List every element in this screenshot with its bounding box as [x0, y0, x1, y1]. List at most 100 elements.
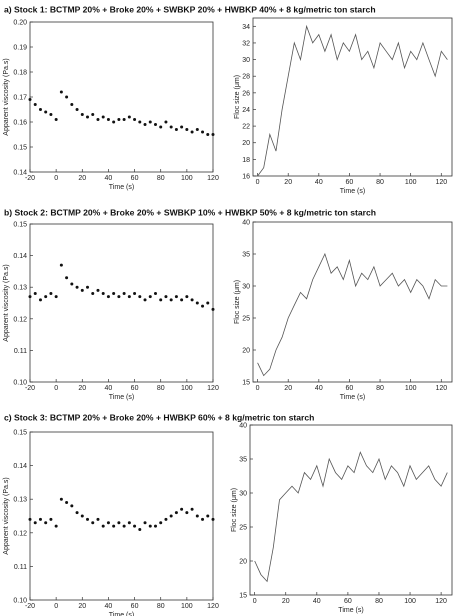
data-point — [185, 295, 189, 299]
y-tick-label: 0.15 — [13, 430, 27, 437]
x-axis-label: Time (s) — [109, 394, 134, 401]
y-tick-label: 20 — [239, 559, 247, 566]
data-point — [80, 288, 84, 292]
y-tick-label: 0.17 — [13, 95, 27, 102]
data-point — [59, 90, 63, 94]
x-tick-label: 20 — [284, 179, 292, 186]
x-tick-label: 100 — [181, 175, 193, 182]
y-tick-label: 15 — [242, 380, 250, 387]
x-tick-label: 60 — [131, 175, 139, 182]
data-point — [49, 113, 53, 116]
data-point — [211, 517, 215, 521]
x-axis-label: Time (s) — [340, 188, 365, 195]
data-point — [70, 282, 74, 286]
x-tick-label: 60 — [344, 598, 352, 605]
data-point — [201, 304, 205, 308]
plot-frame — [29, 431, 214, 601]
x-tick-label: 60 — [131, 385, 139, 392]
y-tick-label: 20 — [242, 348, 250, 355]
y-axis-label: Floc size (μm) — [234, 280, 241, 324]
data-point — [106, 118, 110, 121]
y-tick-label: 25 — [242, 316, 250, 323]
data-point — [127, 295, 131, 299]
y-tick-label: 40 — [239, 423, 247, 430]
x-tick-label: 100 — [181, 603, 193, 610]
plot-frame — [252, 221, 453, 383]
data-point — [112, 120, 116, 124]
y-axis-label: Apparent viscosity (Pa.s) — [3, 58, 10, 135]
data-point — [122, 524, 126, 528]
data-point — [33, 521, 37, 525]
data-point — [106, 521, 110, 525]
data-point — [54, 118, 58, 121]
y-tick-label: 40 — [242, 220, 250, 227]
x-tick-label: 40 — [315, 385, 323, 392]
x-axis-label: Time (s) — [338, 607, 363, 614]
data-point — [159, 298, 163, 302]
data-point — [133, 524, 137, 528]
data-point — [49, 517, 53, 521]
x-axis-label: Time (s) — [340, 394, 365, 401]
x-tick-label: 40 — [105, 175, 113, 182]
chart-title: b) Stock 2: BCTMP 20% + Broke 20% + SWBK… — [4, 207, 376, 217]
data-point — [70, 504, 74, 508]
y-tick-label: 35 — [239, 457, 247, 464]
plot-frame — [29, 21, 214, 173]
x-tick-label: -20 — [25, 385, 35, 392]
data-point — [138, 527, 142, 531]
data-point — [148, 120, 152, 124]
data-point — [180, 298, 184, 302]
y-tick-label: 24 — [242, 107, 250, 114]
data-point — [91, 292, 95, 296]
data-point — [96, 288, 100, 292]
data-point — [206, 133, 210, 136]
data-point — [122, 118, 126, 121]
data-point — [38, 517, 42, 521]
y-tick-label: 20 — [242, 140, 250, 147]
data-point — [38, 108, 42, 111]
x-tick-label: 0 — [54, 385, 58, 392]
y-tick-label: 0.14 — [13, 463, 27, 470]
y-tick-label: 0.18 — [13, 70, 27, 77]
y-tick-label: 30 — [242, 57, 250, 64]
data-point — [138, 295, 142, 299]
data-point — [96, 118, 100, 121]
data-point — [38, 298, 42, 302]
x-tick-label: 20 — [78, 385, 86, 392]
x-tick-label: 80 — [157, 385, 165, 392]
y-tick-label: 0.15 — [13, 145, 27, 152]
y-tick-label: 0.13 — [13, 285, 27, 292]
data-point — [33, 292, 37, 296]
data-point — [75, 285, 79, 289]
data-point — [28, 517, 32, 521]
data-point — [75, 108, 79, 111]
data-point — [211, 307, 215, 311]
plot-frame — [252, 17, 453, 177]
data-point — [159, 125, 163, 129]
data-point — [174, 128, 178, 131]
y-tick-label: 0.10 — [13, 380, 27, 387]
y-tick-label: 0.16 — [13, 120, 27, 127]
y-tick-label: 26 — [242, 90, 250, 97]
y-axis-label: Floc size (μm) — [231, 488, 238, 532]
data-point — [185, 128, 189, 131]
y-tick-label: 0.14 — [13, 253, 27, 260]
x-tick-label: 20 — [284, 385, 292, 392]
data-point — [206, 514, 210, 518]
y-tick-label: 0.14 — [13, 170, 27, 177]
data-point — [86, 517, 90, 521]
data-point — [153, 524, 157, 528]
x-tick-label: 120 — [435, 179, 447, 186]
data-point — [201, 517, 205, 521]
data-point — [112, 524, 116, 528]
data-point — [96, 517, 100, 521]
y-tick-label: 0.19 — [13, 45, 27, 52]
data-point — [117, 521, 121, 525]
y-axis-label: Floc size (μm) — [234, 75, 241, 119]
x-tick-label: 0 — [256, 385, 260, 392]
data-point — [190, 507, 194, 511]
x-tick-label: 120 — [207, 603, 219, 610]
data-point — [65, 276, 69, 280]
y-tick-label: 30 — [239, 491, 247, 498]
x-tick-label: 80 — [376, 385, 384, 392]
